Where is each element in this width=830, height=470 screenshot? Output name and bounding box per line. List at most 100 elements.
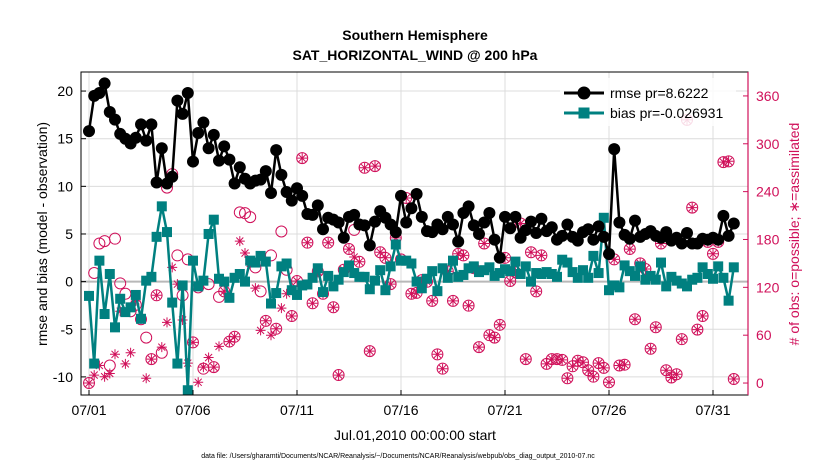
bias-point: [645, 270, 656, 281]
bias-point: [432, 286, 443, 297]
possible-obs-marker: [629, 313, 641, 326]
bias-point: [728, 262, 739, 273]
possible-obs-marker: [447, 294, 459, 307]
bias-point: [401, 255, 412, 266]
legend-bias-label: bias pr=-0.026931: [610, 105, 723, 121]
assimilated-obs-marker: [588, 371, 599, 382]
bias-point: [302, 279, 313, 290]
assimilated-obs-marker: [94, 360, 105, 371]
assimilated-obs-marker: [234, 236, 245, 247]
footnote: data file: /Users/gharamti/Documents/NCA…: [201, 453, 595, 460]
bias-point: [130, 289, 141, 300]
rmse-point: [389, 226, 402, 239]
rmse-point: [405, 202, 418, 215]
rmse-point: [150, 176, 163, 189]
bias-point: [271, 288, 282, 299]
assimilated-obs-marker: [344, 244, 354, 255]
bias-point: [598, 212, 609, 223]
rmse-point: [285, 194, 298, 207]
possible-obs-marker: [535, 249, 548, 262]
possible-obs-marker: [649, 321, 662, 334]
rmse-point: [228, 177, 241, 190]
possible-obs-marker: [259, 314, 272, 327]
series-layer: [83, 77, 740, 396]
possible-obs-marker: [561, 372, 574, 385]
bias-point: [427, 266, 438, 277]
rmse-point: [509, 210, 522, 223]
assimilated-obs-marker: [323, 237, 334, 248]
bias-point: [557, 254, 568, 265]
rmse-point: [369, 215, 381, 228]
y-tick-label: 15: [57, 131, 73, 147]
assimilated-obs-marker: [520, 354, 531, 365]
bias-point: [723, 295, 734, 306]
assimilated-obs-marker: [448, 295, 458, 306]
assimilated-obs-marker: [188, 337, 198, 348]
bias-point: [489, 270, 500, 281]
bias-point: [718, 272, 729, 283]
y2-tick-label: 240: [756, 184, 780, 200]
rmse-point: [499, 210, 511, 223]
possible-obs-marker: [93, 237, 106, 250]
possible-obs-marker: [707, 247, 719, 260]
rmse-point: [363, 239, 376, 252]
x-tick-label: 07/01: [71, 402, 106, 418]
bias-point: [84, 290, 94, 301]
rmse-point: [623, 232, 636, 245]
bias-point: [333, 274, 344, 285]
assimilated-obs-marker: [177, 315, 188, 325]
bias-point: [172, 358, 183, 369]
possible-obs-marker: [187, 336, 199, 349]
rmse-point: [265, 187, 277, 200]
bias-point: [713, 261, 724, 272]
assimilated-obs-marker: [697, 311, 708, 321]
bias-point: [411, 276, 422, 287]
assimilated-obs-marker: [494, 319, 505, 330]
rmse-point: [259, 165, 272, 178]
bias-point: [422, 273, 432, 284]
possible-obs-marker: [332, 369, 345, 382]
legend-rmse-label: rmse pr=8.6222: [610, 85, 709, 101]
rmse-point: [629, 214, 641, 227]
assimilated-obs-marker: [427, 295, 438, 306]
rmse-point: [717, 209, 730, 222]
assimilated-obs-marker: [208, 362, 219, 373]
rmse-point: [462, 200, 475, 213]
assimilated-obs-marker: [619, 359, 630, 370]
bias-point: [120, 307, 131, 318]
assimilated-obs-marker: [442, 266, 453, 277]
rmse-point: [603, 247, 615, 260]
rmse-point: [556, 229, 569, 242]
bias-point: [338, 267, 349, 278]
rmse-point: [410, 187, 423, 200]
bias-point: [500, 264, 510, 275]
assimilated-obs-marker: [297, 153, 308, 164]
assimilated-obs-marker: [572, 355, 583, 366]
bias-point: [198, 275, 209, 286]
assimilated-obs-marker: [723, 156, 734, 167]
rmse-point: [166, 170, 179, 183]
assimilated-obs-marker: [141, 373, 152, 384]
bias-point: [94, 255, 105, 266]
bias-point: [104, 268, 115, 279]
bias-point: [567, 267, 578, 278]
bias-point: [156, 201, 167, 212]
possible-obs-marker: [478, 237, 491, 250]
bias-point: [141, 275, 152, 286]
assimilated-obs-marker: [624, 244, 635, 255]
legend-bias-marker: [578, 107, 590, 119]
bias-point: [541, 267, 552, 278]
rmse-point: [530, 227, 543, 240]
assimilated-obs-marker: [229, 331, 240, 342]
possible-obs-marker: [727, 373, 740, 386]
rmse-point: [83, 125, 95, 138]
bias-point: [578, 265, 588, 276]
bias-point: [536, 268, 547, 279]
assimilated-obs-marker: [99, 371, 110, 382]
y2-axis-label: # of obs: o=possible; ∗=assimilated: [786, 123, 802, 346]
bias-point: [380, 285, 391, 296]
bias-point: [219, 276, 230, 287]
assimilated-obs-marker: [583, 365, 594, 376]
assimilated-obs-marker: [250, 283, 261, 294]
y-axis-label: rmse and bias (model - observation): [34, 122, 50, 346]
